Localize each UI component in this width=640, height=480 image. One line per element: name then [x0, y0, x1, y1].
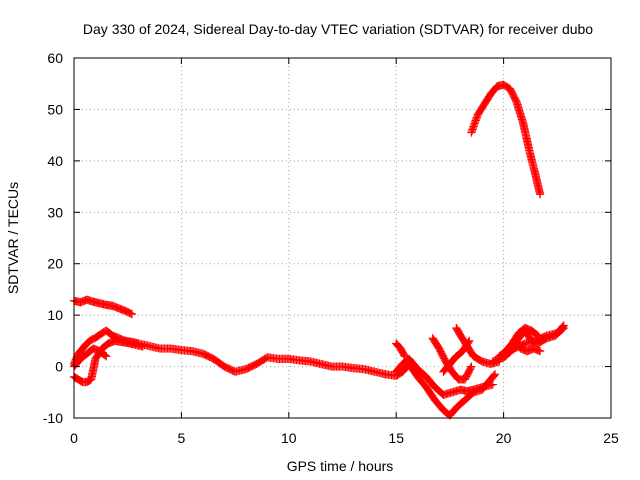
data-point: [536, 347, 545, 356]
data-point: [490, 370, 500, 379]
x-tick-label: 25: [603, 430, 619, 446]
data-point: [399, 350, 409, 360]
data-point: [467, 362, 476, 371]
series-arc-7: [392, 339, 409, 361]
plot-frame: [73, 57, 612, 419]
data-point: [138, 342, 147, 351]
series-arc-1: [69, 295, 137, 319]
y-tick-label: 0: [55, 359, 63, 375]
y-tick-label: 60: [47, 50, 63, 66]
x-tick-labels: 0 5 10 15 20 25: [70, 430, 619, 446]
series-arc-3: [69, 336, 147, 387]
series-arc-15: [510, 336, 545, 356]
y-tick-label: 40: [47, 153, 63, 169]
x-tick-label: 15: [388, 430, 404, 446]
data-points: [69, 80, 568, 420]
chart-title: Day 330 of 2024, Sidereal Day-to-day VTE…: [83, 21, 593, 37]
series-arc-9: [439, 336, 474, 376]
data-point: [559, 321, 568, 330]
y-tick-label: 50: [47, 101, 63, 117]
y-tick-label: -10: [43, 410, 63, 426]
y-tick-labels: -10 0 10 20 30 40 50 60: [43, 50, 63, 426]
data-point: [102, 352, 111, 361]
data-point: [536, 190, 545, 199]
series-arc-2: [69, 326, 390, 379]
y-tick-label: 20: [47, 256, 63, 272]
y-axis-label: SDTVAR / TECUs: [5, 182, 21, 294]
data-point: [466, 363, 475, 373]
x-tick-label: 5: [178, 430, 186, 446]
data-point: [126, 309, 135, 318]
data-point: [400, 352, 409, 361]
y-tick-label: 30: [47, 204, 63, 220]
data-point: [488, 380, 497, 389]
y-tick-label: 10: [47, 307, 63, 323]
data-point: [127, 310, 137, 319]
series-arc-6: [392, 354, 497, 399]
series-arc-4: [69, 344, 111, 371]
series-arc-14: [499, 321, 568, 361]
x-tick-label: 20: [496, 430, 512, 446]
x-tick-label: 0: [70, 430, 78, 446]
data-point: [489, 371, 499, 380]
data-point: [558, 322, 567, 331]
series-arc-11: [467, 80, 545, 199]
data-point: [101, 351, 110, 360]
x-tick-label: 10: [281, 430, 297, 446]
x-axis-label: GPS time / hours: [287, 458, 394, 474]
axis-ticks: [73, 57, 612, 419]
